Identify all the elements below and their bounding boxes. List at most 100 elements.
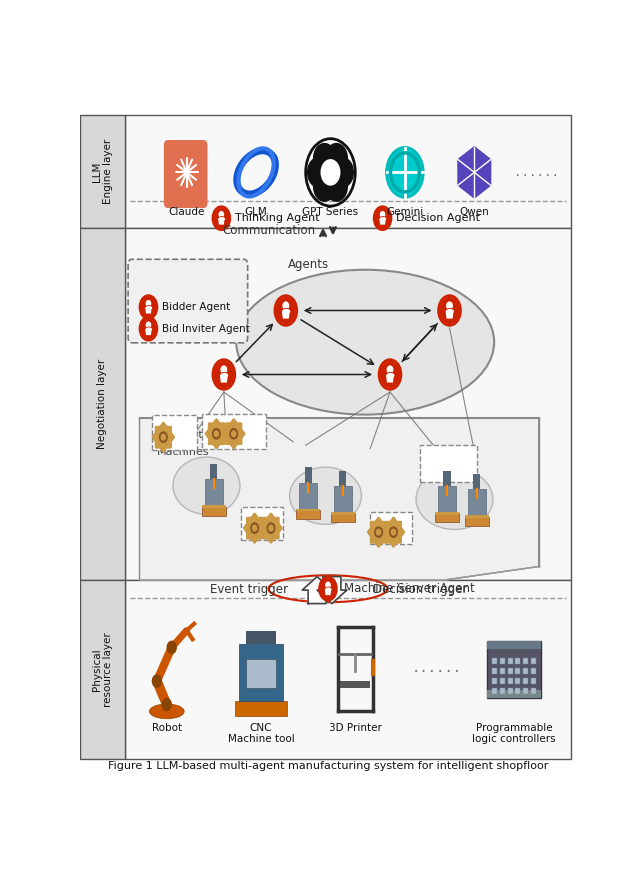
Bar xyxy=(331,512,355,514)
Circle shape xyxy=(376,529,381,535)
Text: Gemini: Gemini xyxy=(387,206,424,217)
Circle shape xyxy=(221,366,227,374)
Polygon shape xyxy=(205,419,227,449)
Circle shape xyxy=(375,207,390,228)
Bar xyxy=(80,228,125,580)
Circle shape xyxy=(253,525,257,531)
Circle shape xyxy=(212,429,220,439)
Text: Qwen: Qwen xyxy=(460,206,489,217)
Polygon shape xyxy=(283,312,289,318)
Bar xyxy=(492,678,497,683)
Circle shape xyxy=(220,212,223,217)
Bar xyxy=(125,228,571,580)
Bar xyxy=(531,678,536,683)
Bar xyxy=(531,689,536,694)
Polygon shape xyxy=(317,577,347,604)
Bar xyxy=(515,678,520,683)
Circle shape xyxy=(314,172,335,201)
Bar xyxy=(492,689,497,694)
Text: LLM
Engine layer: LLM Engine layer xyxy=(92,139,113,205)
Circle shape xyxy=(321,160,340,185)
Bar xyxy=(500,658,504,663)
Text: ......: ...... xyxy=(412,661,462,675)
Bar xyxy=(465,515,489,518)
Ellipse shape xyxy=(150,704,184,718)
FancyBboxPatch shape xyxy=(241,507,284,540)
Text: Negotiation layer: Negotiation layer xyxy=(97,359,108,449)
Bar xyxy=(444,471,451,486)
Bar xyxy=(296,508,321,511)
Circle shape xyxy=(314,144,335,173)
Polygon shape xyxy=(146,308,151,313)
Bar xyxy=(492,668,497,674)
Polygon shape xyxy=(260,514,282,543)
Polygon shape xyxy=(383,517,404,547)
Text: Bidder Agent: Bidder Agent xyxy=(162,302,230,312)
Polygon shape xyxy=(152,423,174,452)
Circle shape xyxy=(141,297,156,318)
Bar xyxy=(305,467,312,483)
Bar xyxy=(473,474,481,489)
Bar xyxy=(508,689,513,694)
Text: Robot: Robot xyxy=(152,723,182,733)
Bar xyxy=(524,689,529,694)
Bar xyxy=(300,483,317,510)
Text: ......: ...... xyxy=(514,166,559,178)
Polygon shape xyxy=(140,418,539,580)
Text: Agents: Agents xyxy=(287,258,329,270)
Polygon shape xyxy=(446,312,452,318)
Polygon shape xyxy=(383,517,404,547)
Circle shape xyxy=(140,295,157,319)
Polygon shape xyxy=(326,590,330,594)
Circle shape xyxy=(167,641,176,654)
Circle shape xyxy=(390,527,397,537)
Circle shape xyxy=(251,523,259,533)
Polygon shape xyxy=(223,419,244,449)
Bar xyxy=(500,668,504,674)
FancyBboxPatch shape xyxy=(164,140,207,208)
Bar xyxy=(500,689,504,694)
Bar xyxy=(500,678,504,683)
Polygon shape xyxy=(387,375,393,382)
Bar xyxy=(296,510,321,519)
Text: Communication: Communication xyxy=(223,225,316,237)
Bar xyxy=(202,506,226,507)
Circle shape xyxy=(332,158,353,187)
Text: Machine Server Agent: Machine Server Agent xyxy=(344,582,475,595)
Bar xyxy=(515,658,520,663)
Circle shape xyxy=(326,582,330,588)
FancyBboxPatch shape xyxy=(128,259,248,343)
Bar xyxy=(211,464,218,480)
Circle shape xyxy=(326,144,348,173)
Circle shape xyxy=(230,429,237,439)
Text: Event trigger: Event trigger xyxy=(211,583,288,596)
FancyBboxPatch shape xyxy=(370,512,412,544)
Circle shape xyxy=(392,529,396,535)
Bar xyxy=(246,660,276,688)
Bar xyxy=(125,580,571,759)
Bar xyxy=(531,658,536,663)
Text: Physical
resource layer: Physical resource layer xyxy=(92,632,113,707)
Circle shape xyxy=(267,523,275,533)
Text: CNC
Machine tool: CNC Machine tool xyxy=(228,723,294,745)
Polygon shape xyxy=(244,514,266,543)
Bar xyxy=(339,471,346,486)
FancyBboxPatch shape xyxy=(152,415,196,450)
Circle shape xyxy=(447,302,452,310)
Bar xyxy=(508,668,513,674)
Circle shape xyxy=(320,578,336,599)
Bar xyxy=(438,486,456,514)
Polygon shape xyxy=(146,329,151,334)
Circle shape xyxy=(214,360,234,388)
Bar xyxy=(508,678,513,683)
Ellipse shape xyxy=(416,469,493,529)
Bar xyxy=(468,489,486,516)
Circle shape xyxy=(378,359,401,390)
Bar xyxy=(465,516,489,526)
Circle shape xyxy=(438,295,461,326)
Polygon shape xyxy=(223,419,244,449)
Polygon shape xyxy=(221,375,227,382)
Circle shape xyxy=(380,212,385,217)
Bar xyxy=(524,658,529,663)
FancyBboxPatch shape xyxy=(420,445,477,482)
